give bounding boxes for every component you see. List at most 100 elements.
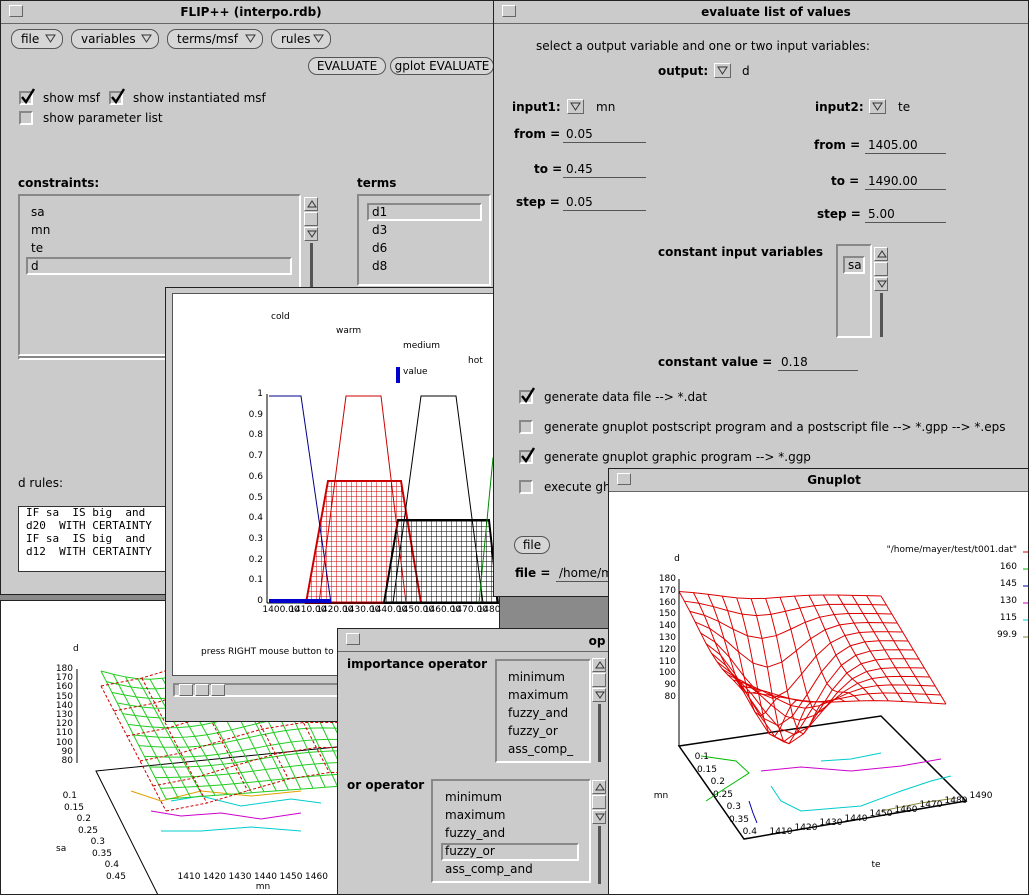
icon: [595, 813, 605, 821]
dropdown-button[interactable]: [869, 99, 886, 114]
list-item[interactable]: fuzzy_and: [445, 826, 506, 840]
window-menu-button[interactable]: [346, 633, 360, 645]
menu-button[interactable]: [167, 29, 263, 49]
contour: [700, 755, 750, 802]
scroll-down[interactable]: [592, 810, 606, 824]
scroll-down[interactable]: [304, 227, 318, 241]
scroll-thumb[interactable]: [592, 795, 606, 809]
field-value[interactable]: 0.45: [566, 162, 593, 176]
window-menu-button[interactable]: [9, 5, 23, 17]
menu-button[interactable]: [271, 29, 331, 49]
list-item[interactable]: minimum: [445, 790, 502, 804]
scroll-up[interactable]: [592, 658, 606, 672]
checkbox[interactable]: [519, 420, 533, 434]
checkbox[interactable]: [519, 387, 536, 404]
y-tick-label: 0.8: [248, 430, 263, 441]
text-field[interactable]: [778, 354, 858, 371]
menu-button[interactable]: [11, 29, 63, 49]
x-tick-label: 1430.00: [343, 605, 381, 615]
scroll-up[interactable]: [592, 780, 606, 794]
field-value[interactable]: 0.18: [781, 355, 808, 369]
list-item[interactable]: d8: [372, 259, 388, 273]
scroll-down[interactable]: [592, 688, 606, 702]
text-field[interactable]: [563, 126, 646, 143]
text-field[interactable]: [556, 565, 616, 582]
field-value[interactable]: 1405.00: [868, 138, 918, 152]
surface-line: [743, 691, 947, 705]
button-label[interactable]: file: [522, 538, 542, 552]
x-tick-label: 1420: [794, 822, 818, 833]
dropdown-button[interactable]: [714, 63, 731, 78]
list-item[interactable]: maximum: [508, 688, 569, 702]
surface-line: [695, 621, 898, 668]
text-field[interactable]: [563, 194, 646, 211]
field-value[interactable]: 5.00: [868, 207, 895, 221]
checkbox[interactable]: [519, 447, 536, 464]
button[interactable]: [308, 57, 386, 75]
x-tick-label: 1460: [894, 804, 918, 815]
field-value[interactable]: 1490.00: [868, 174, 918, 188]
window-menu-button[interactable]: [502, 5, 516, 17]
scroll-button[interactable]: [195, 684, 209, 696]
window-menu-button[interactable]: [617, 473, 631, 485]
button-label[interactable]: gplot EVALUATE: [394, 59, 490, 73]
text-field[interactable]: [865, 173, 946, 190]
text-field[interactable]: [865, 137, 946, 154]
section-label: constant input variables: [658, 245, 824, 259]
list-item[interactable]: d: [31, 259, 39, 273]
list-item[interactable]: fuzzy_and: [508, 706, 569, 720]
text-field[interactable]: [865, 206, 946, 223]
menu-label[interactable]: file: [21, 32, 40, 46]
icon: [872, 102, 883, 111]
menu-label[interactable]: terms/msf: [177, 32, 238, 46]
list-item[interactable]: d6: [372, 241, 388, 255]
list-item[interactable]: fuzzy_or: [508, 724, 558, 738]
legend-label: 115: [999, 613, 1017, 623]
checkbox[interactable]: [519, 480, 533, 494]
button[interactable]: [514, 536, 550, 554]
scroll-down[interactable]: [874, 277, 888, 291]
icon: [307, 200, 317, 208]
scroll-thumb[interactable]: [304, 212, 318, 226]
scroll-thumb[interactable]: [592, 673, 606, 687]
list-item[interactable]: ass_comp_: [508, 742, 574, 756]
list-item[interactable]: sa: [31, 205, 45, 219]
contour: [820, 752, 882, 762]
text-field[interactable]: [563, 161, 646, 178]
legend-label: 130: [999, 596, 1017, 606]
scroll-up[interactable]: [304, 197, 318, 211]
scroll-up[interactable]: [874, 247, 888, 261]
y-tick-label: 0.45: [105, 871, 126, 882]
scroll-thumb[interactable]: [874, 262, 888, 276]
list-item[interactable]: d3: [372, 223, 388, 237]
scroll-button[interactable]: [179, 684, 193, 696]
y-tick-label: 1: [257, 389, 263, 399]
list-item[interactable]: ass_comp_and: [445, 862, 533, 876]
list-item[interactable]: fuzzy_or: [445, 844, 495, 858]
list-item[interactable]: mn: [31, 223, 51, 237]
field-value[interactable]: /home/m: [559, 566, 613, 580]
list-item[interactable]: te: [31, 241, 44, 255]
surface-line-dashed: [139, 721, 339, 762]
menu-label[interactable]: rules: [281, 32, 311, 46]
y-tick-label: 0.15: [696, 764, 717, 775]
list-item[interactable]: maximum: [445, 808, 506, 822]
checkbox[interactable]: [109, 88, 126, 105]
button-label[interactable]: EVALUATE: [316, 59, 378, 73]
x-tick-label: 1420: [203, 872, 226, 882]
menu-button[interactable]: [71, 29, 159, 49]
x-tick-label: 1400.00: [262, 605, 300, 615]
checkbox[interactable]: [19, 111, 33, 125]
dropdown-button[interactable]: [567, 99, 584, 114]
x-tick-label: 1460: [305, 872, 328, 882]
list-item[interactable]: minimum: [508, 670, 565, 684]
list-item[interactable]: sa: [848, 258, 862, 272]
scroll-button[interactable]: [211, 684, 225, 696]
axis-label: te: [871, 860, 881, 870]
field-value[interactable]: 0.05: [566, 127, 593, 141]
list-item[interactable]: d1: [372, 205, 388, 219]
menu-label[interactable]: variables: [81, 32, 136, 46]
checkbox[interactable]: [19, 88, 36, 105]
icon: [141, 34, 152, 43]
field-value[interactable]: 0.05: [566, 195, 593, 209]
